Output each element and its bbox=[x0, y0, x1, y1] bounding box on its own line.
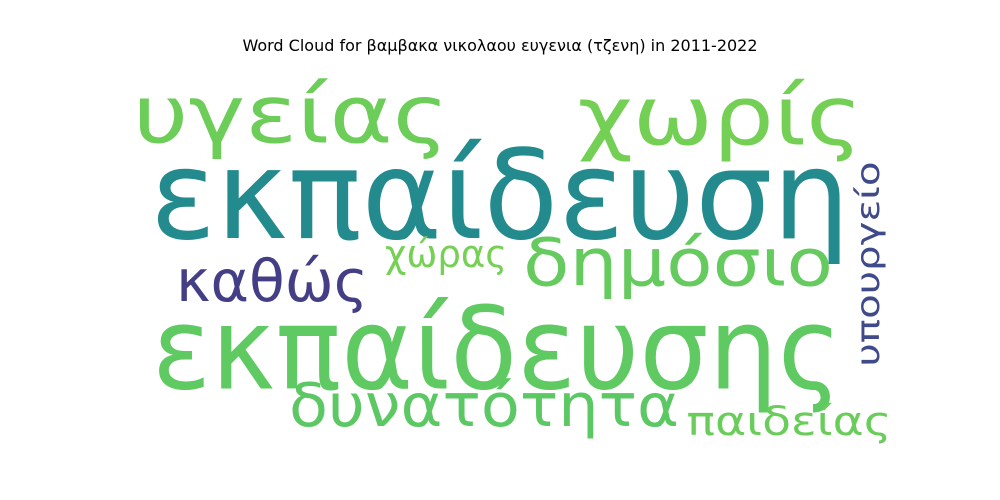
cloud-word: εκπαίδευσης bbox=[152, 283, 842, 416]
cloud-word: παιδείας bbox=[687, 399, 892, 445]
chart-title: Word Cloud for βαμβακα νικολαου ευγενια … bbox=[242, 36, 758, 55]
cloud-word: χώρας bbox=[385, 232, 507, 276]
cloud-word: υγείας bbox=[133, 69, 449, 162]
cloud-word: υπουργείο bbox=[849, 162, 887, 367]
cloud-word: δημόσιο bbox=[523, 225, 833, 302]
cloud-word: εκπαίδευση bbox=[150, 124, 850, 268]
cloud-word: δυνατότητα bbox=[289, 371, 679, 441]
cloud-word: καθώς bbox=[176, 247, 368, 315]
cloud-word: χωρίς bbox=[578, 70, 863, 165]
